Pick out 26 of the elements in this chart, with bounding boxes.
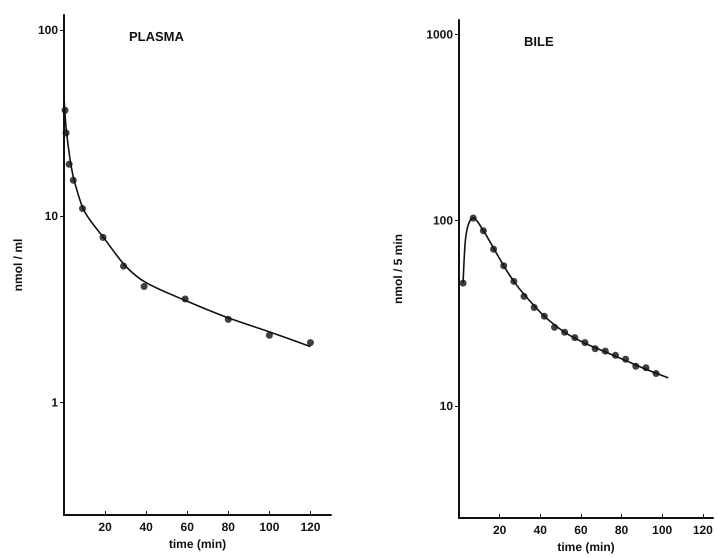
y-axis-title: nmol / 5 min — [391, 234, 405, 304]
y-tick-label: 100 — [38, 22, 58, 37]
x-tick-label: 60 — [574, 523, 588, 537]
text: PLASMA — [129, 29, 184, 44]
x-axis-title: time (min) — [168, 536, 226, 551]
x-tick-label: 20 — [98, 520, 112, 534]
x-tick-label: 40 — [139, 520, 154, 534]
x-tick-label: 80 — [222, 520, 236, 534]
x-tick-label: 40 — [534, 523, 548, 537]
point — [140, 283, 148, 290]
x-axis-title: time (min) — [557, 540, 615, 554]
x-tick-label: 80 — [614, 523, 629, 537]
y-tick-label: 10 — [440, 399, 454, 414]
x-tick-label: 100 — [652, 523, 673, 537]
y-tick-label: 10 — [44, 209, 58, 224]
x-tick-label: 20 — [492, 523, 507, 537]
x-tick-label: 60 — [180, 520, 194, 534]
y-tick-label: 100 — [432, 213, 454, 228]
x-tick-label: 120 — [300, 520, 321, 534]
y-tick-label: 1000 — [426, 28, 454, 42]
x-tick-label: 120 — [692, 523, 714, 537]
x-tick-label: 100 — [259, 520, 280, 534]
y-axis-title: nmol / ml — [11, 238, 25, 292]
text: BILE — [524, 34, 554, 49]
y-tick-label: 1 — [51, 396, 58, 410]
point — [306, 339, 314, 346]
